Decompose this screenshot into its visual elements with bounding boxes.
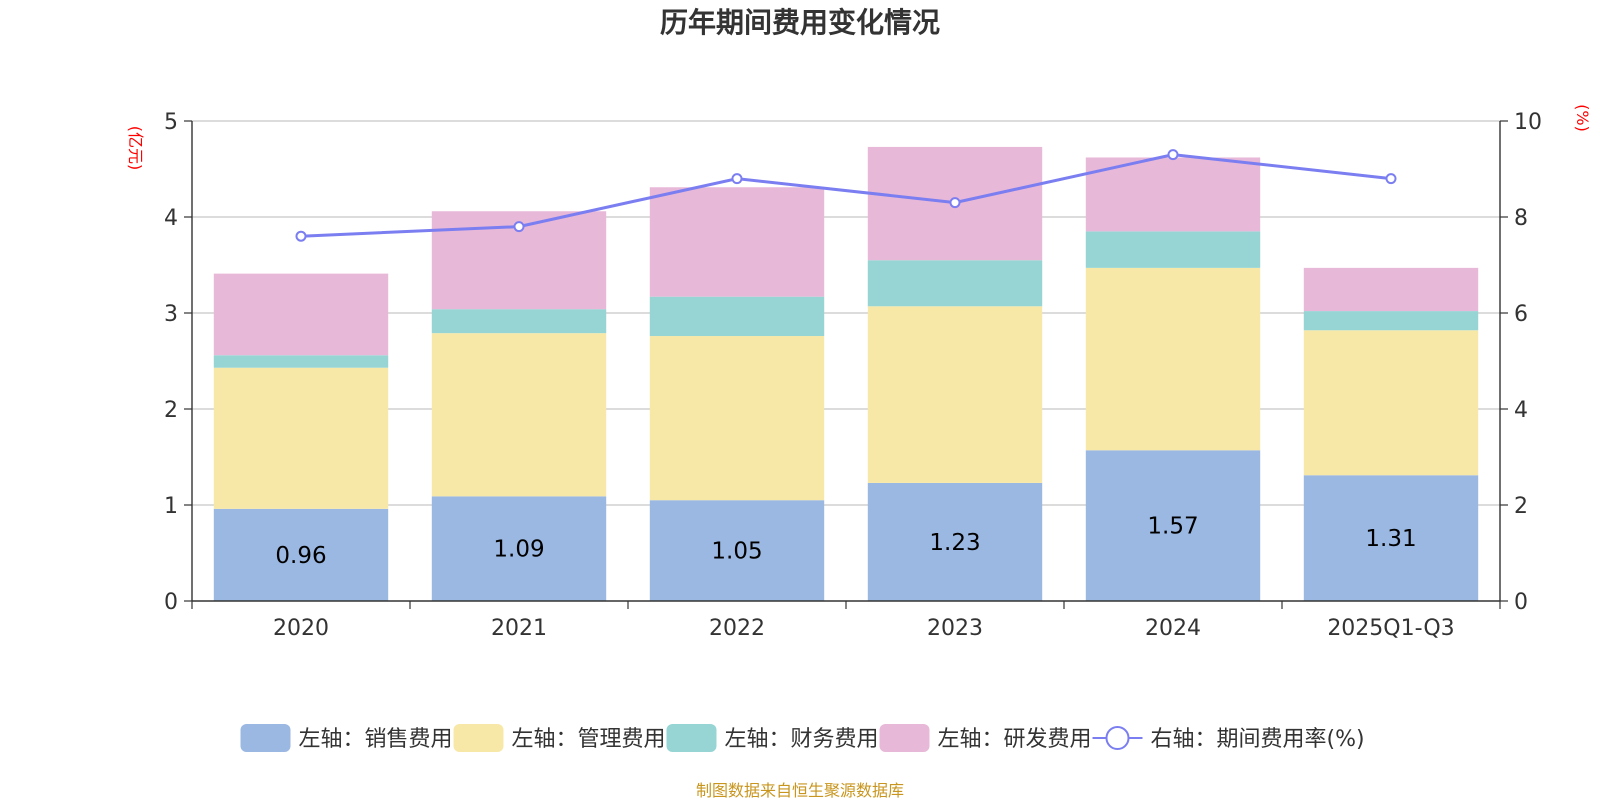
grid-lines	[192, 120, 1500, 506]
bar-segment	[1085, 157, 1261, 232]
rate-point	[1167, 149, 1179, 161]
right-tick-label: 8	[1514, 206, 1528, 231]
bar-segment	[213, 508, 389, 601]
right-tick-label: 6	[1514, 302, 1528, 327]
rate-point	[513, 221, 525, 233]
bar-segment	[649, 187, 825, 297]
source-note: 制图数据来自恒生聚源数据库	[696, 781, 904, 800]
bar-segment	[1303, 330, 1479, 476]
bar-data-label: 1.05	[711, 539, 762, 565]
legend-label: 左轴：管理费用	[512, 727, 666, 752]
bar-segment	[213, 367, 389, 509]
bar-segment	[649, 336, 825, 501]
x-tick-label: 2025Q1-Q3	[1327, 616, 1454, 641]
x-tick-label: 2021	[491, 616, 547, 641]
bar-segment	[213, 273, 389, 356]
right-tick-label: 10	[1514, 110, 1542, 135]
bar-data-label: 1.09	[493, 537, 544, 563]
bar-segment	[1303, 311, 1479, 331]
legend: 左轴：销售费用 左轴：管理费用 左轴：财务费用 左轴：研发费用 右轴：期间费用率(%)	[240, 724, 1365, 752]
left-tick-label: 3	[164, 302, 178, 327]
left-tick-label: 4	[164, 206, 178, 231]
legend-swatch	[666, 724, 717, 752]
bar-series: 0.96 1.09 1.05 1.23 1.57 1.31	[213, 146, 1479, 601]
legend-swatch	[879, 724, 930, 752]
legend-swatch	[453, 724, 504, 752]
rate-point	[1385, 173, 1397, 185]
legend-label: 左轴：研发费用	[938, 727, 1092, 752]
bar-segment	[431, 333, 607, 497]
right-tick-label: 0	[1514, 590, 1528, 615]
rate-point	[731, 173, 743, 185]
bar-data-label: 1.31	[1365, 526, 1416, 552]
bar-segment	[867, 306, 1043, 483]
x-tick-label: 2020	[273, 616, 329, 641]
x-tick-label: 2024	[1145, 616, 1201, 641]
bar-segment	[1085, 450, 1261, 601]
rate-point	[949, 197, 961, 209]
bar-segment	[431, 309, 607, 334]
bar-segment	[867, 260, 1043, 307]
bar-data-label: 1.57	[1147, 514, 1198, 540]
legend-line-marker	[1105, 726, 1130, 750]
bar-segment	[649, 500, 825, 601]
bar-data-label: 0.96	[275, 543, 326, 569]
left-tick-label: 1	[164, 494, 178, 519]
chart-title: 历年期间费用变化情况	[660, 6, 940, 39]
left-tick-label: 0	[164, 590, 178, 615]
bar-segment	[867, 482, 1043, 601]
bar-segment	[1303, 267, 1479, 312]
rate-line	[300, 153, 1392, 238]
axes: 0 1 2 3 4 5 0 2 4 6 8 10 2020 2021 2022 2023 2024 2025Q1-…	[164, 110, 1542, 641]
bar-segment	[431, 496, 607, 601]
left-axis-unit: (亿元)	[126, 126, 145, 171]
legend-swatch	[240, 724, 291, 752]
x-tick-label: 2023	[927, 616, 983, 641]
rate-point	[295, 230, 307, 242]
x-tick-label: 2022	[709, 616, 765, 641]
left-tick-label: 2	[164, 398, 178, 423]
bar-segment	[1085, 267, 1261, 451]
right-tick-label: 4	[1514, 398, 1528, 423]
bar-data-label: 1.23	[929, 530, 980, 556]
bar-segment	[1085, 231, 1261, 268]
legend-label: 右轴：期间费用率(%)	[1151, 727, 1365, 752]
legend-label: 左轴：销售费用	[299, 727, 453, 752]
right-tick-label: 2	[1514, 494, 1528, 519]
left-tick-label: 5	[164, 110, 178, 135]
bar-segment	[1303, 475, 1479, 601]
bar-segment	[213, 355, 389, 368]
legend-label: 左轴：财务费用	[725, 727, 879, 752]
bar-segment	[649, 296, 825, 337]
rate-line-series	[295, 149, 1397, 242]
right-axis-unit: (%)	[1573, 104, 1592, 132]
